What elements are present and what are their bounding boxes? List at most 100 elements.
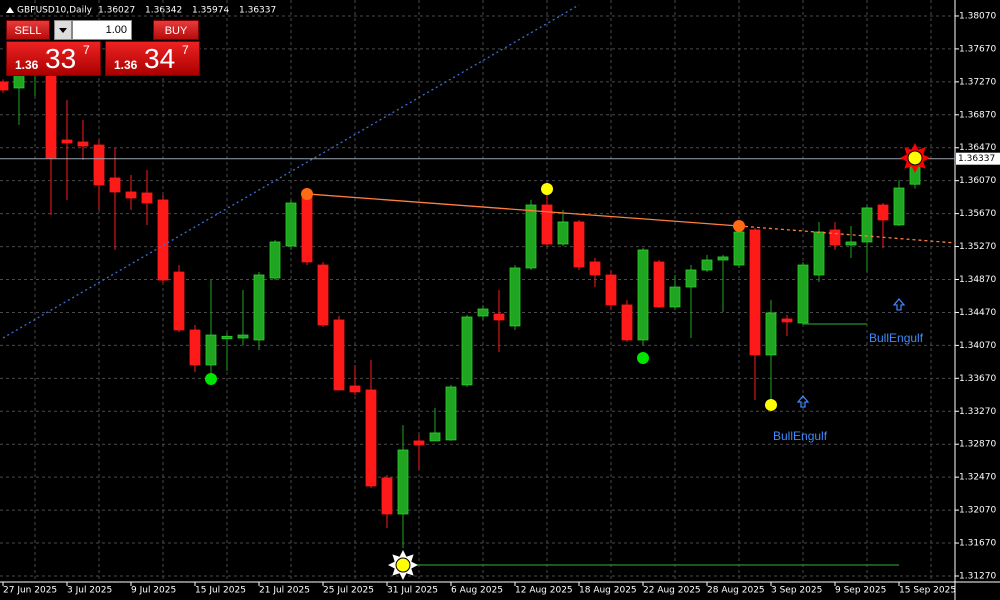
candle-body (365, 389, 377, 487)
candle-body (685, 269, 697, 288)
price-point: 7 (182, 43, 189, 57)
y-tick-label: 1.31670 (959, 539, 996, 549)
x-tick-label: 21 Jul 2025 (259, 586, 310, 596)
header-value: 1.36337 (239, 6, 276, 16)
candle-body (285, 202, 297, 247)
price-prefix: 1.36 (15, 58, 39, 72)
marker-arrow (796, 395, 810, 408)
y-tick-label: 1.36870 (959, 110, 996, 120)
x-tick-label: 15 Jul 2025 (195, 586, 246, 596)
candle-body (813, 231, 825, 276)
price-pips: 33 (45, 43, 77, 74)
marker-dot (733, 219, 745, 232)
candle-body (253, 274, 265, 341)
lot-dropdown[interactable] (54, 20, 72, 40)
y-tick-label: 1.35670 (959, 209, 996, 219)
x-tick-label: 15 Sep 2025 (899, 586, 956, 596)
candle-body (669, 286, 681, 308)
candle-body (605, 274, 617, 306)
x-tick-label: 6 Aug 2025 (451, 586, 503, 596)
marker-dot (301, 187, 313, 200)
x-tick-label: 31 Jul 2025 (387, 586, 438, 596)
candle-body (189, 329, 201, 366)
candle-body (77, 141, 89, 147)
candle-body (477, 308, 489, 317)
candle-body (509, 267, 521, 327)
candle-body (525, 204, 537, 269)
x-tick-label: 25 Jul 2025 (323, 586, 374, 596)
candle-body (237, 334, 249, 339)
candle-body (381, 477, 393, 515)
candle-body (157, 199, 169, 281)
y-tick-label: 1.35270 (959, 242, 996, 252)
candle-body (301, 194, 313, 263)
y-tick-label: 1.36470 (959, 143, 996, 153)
price-tag-label: 1.36337 (958, 154, 995, 164)
candle-body (397, 449, 409, 515)
candle-body (557, 221, 569, 245)
sell-button[interactable]: SELL (6, 20, 50, 40)
marker-dot (907, 150, 923, 166)
candle-body (861, 207, 873, 243)
trend-line (306, 193, 740, 227)
price-point: 7 (83, 43, 90, 57)
header-icon (6, 7, 14, 13)
candle-body (877, 204, 889, 221)
y-tick-label: 1.37270 (959, 77, 996, 87)
chart-title: GBPUSD10,Daily (17, 6, 93, 16)
candle-body (653, 261, 665, 308)
candle-body (765, 312, 777, 356)
buy-button[interactable]: BUY (153, 20, 199, 40)
marker-dot (395, 557, 411, 573)
y-tick-label: 1.37670 (959, 44, 996, 54)
candle-body (0, 81, 9, 91)
lot-input[interactable]: 1.00 (72, 20, 132, 40)
candle-body (349, 385, 361, 393)
candle-body (205, 334, 217, 366)
marker-arrow (892, 298, 906, 311)
candle-body (845, 241, 857, 246)
candle-body (61, 139, 73, 144)
x-tick-label: 27 Jun 2025 (3, 586, 57, 596)
candle-body (13, 74, 25, 89)
candle-body (221, 335, 233, 340)
buy-price[interactable]: 1.36 34 7 (105, 41, 200, 76)
candle-body (717, 256, 729, 261)
candle-body (733, 231, 745, 266)
marker-dot (637, 351, 649, 364)
y-tick-label: 1.32870 (959, 440, 996, 450)
header-value: 1.36342 (145, 6, 182, 16)
candle-body (125, 191, 137, 199)
y-tick-label: 1.33670 (959, 374, 996, 384)
price-pips: 34 (144, 43, 176, 74)
marker-dot (205, 372, 217, 385)
price-tag (956, 152, 1000, 165)
y-tick-label: 1.32070 (959, 506, 996, 516)
candle-body (461, 316, 473, 386)
candle-body (637, 249, 649, 341)
candle-body (701, 259, 713, 271)
candle-body (141, 192, 153, 204)
x-tick-label: 9 Jul 2025 (131, 586, 176, 596)
trend-line (738, 225, 956, 244)
x-tick-label: 12 Aug 2025 (515, 586, 573, 596)
candle-body (573, 221, 585, 268)
y-tick-label: 1.36070 (959, 176, 996, 186)
candle-body (45, 74, 57, 159)
candle-body (589, 261, 601, 276)
trend-line (2, 4, 580, 339)
candle-body (829, 229, 841, 246)
candle-body (541, 204, 553, 245)
annotation: BullEngulf (773, 429, 828, 443)
header-value: 1.36027 (98, 6, 135, 16)
x-tick-label: 3 Jul 2025 (67, 586, 112, 596)
header-value: 1.35974 (192, 6, 229, 16)
candle-body (445, 386, 457, 441)
candle-body (93, 144, 105, 186)
y-tick-label: 1.33270 (959, 407, 996, 417)
candle-body (173, 271, 185, 331)
candle-body (749, 229, 761, 356)
sell-price[interactable]: 1.36 33 7 (6, 41, 101, 76)
